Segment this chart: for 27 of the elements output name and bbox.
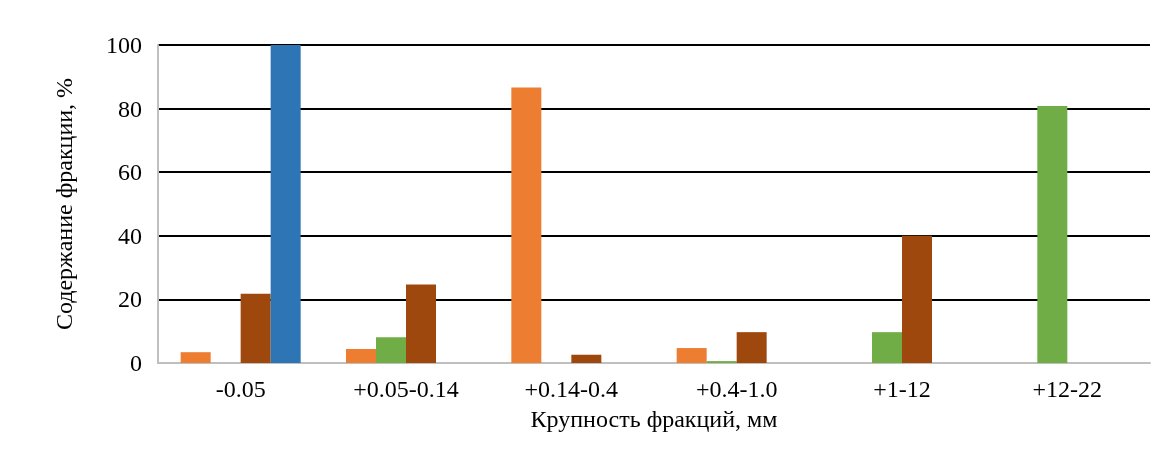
y-tick-label: 60 [118,159,142,186]
y-tick-label: 0 [130,350,142,376]
bar [1037,106,1068,363]
y-tick-label: 80 [118,95,142,122]
bar [346,349,376,363]
bar [406,284,436,363]
bar [902,235,932,363]
x-axis-title: Крупность фракций, мм [530,406,778,432]
bar [376,337,406,363]
x-tick-label: +0.14-0.4 [524,376,619,402]
bar [736,332,767,363]
y-tick-label: 100 [106,32,142,58]
bar [240,293,271,363]
bar [270,45,301,363]
x-tick-label: +12-22 [1032,376,1103,402]
y-tick-label: 20 [118,286,142,313]
y-tick-label: 40 [118,222,142,249]
bar [511,87,542,363]
x-tick-label: +0.4-1.0 [695,376,778,402]
x-tick-label: -0.05 [215,376,266,402]
x-tick-label: +0.05-0.14 [353,376,459,402]
y-axis-title: Содержание фракции, % [51,77,77,331]
bar [676,348,707,363]
bar [872,332,902,363]
x-tick-label: +1-12 [873,376,931,402]
bar [180,352,211,363]
bar [571,354,602,363]
